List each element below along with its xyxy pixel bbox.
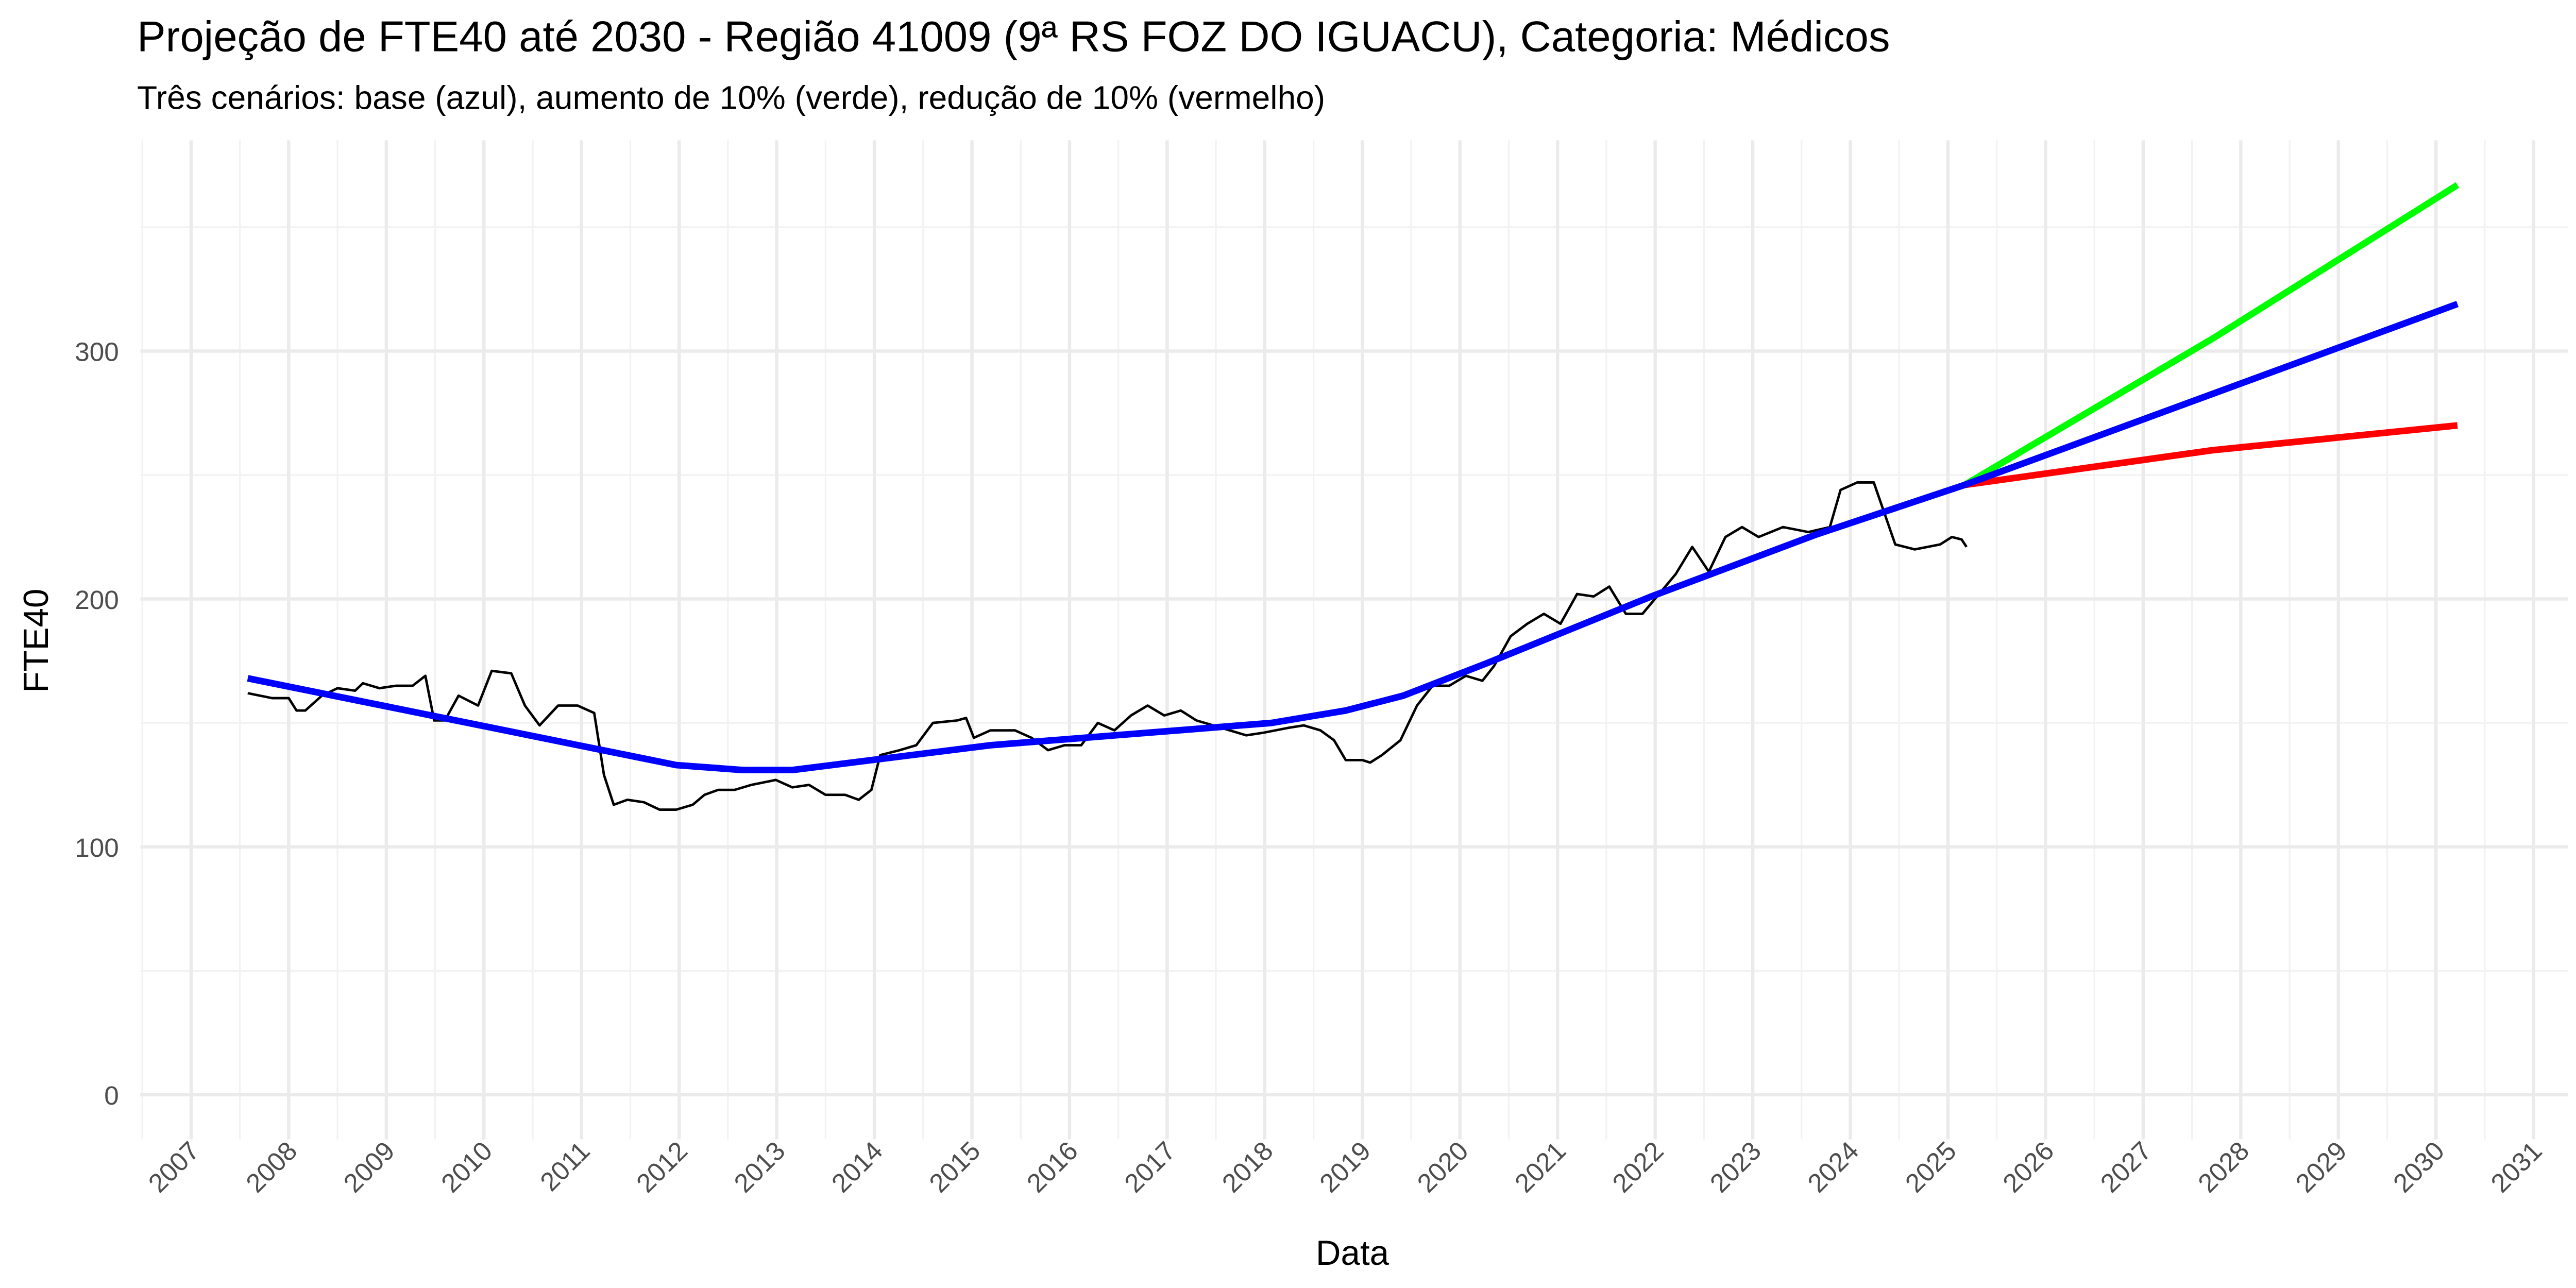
x-tick-label: 2028 <box>2192 1136 2255 1198</box>
x-tick-label: 2020 <box>1412 1136 1474 1198</box>
series-line <box>247 481 1968 811</box>
chart-subtitle: Três cenários: base (azul), aumento de 1… <box>137 79 1325 116</box>
x-tick-label: 2025 <box>1900 1136 1962 1198</box>
x-tick-label: 2027 <box>2095 1136 2157 1198</box>
x-tick-label: 2010 <box>435 1136 498 1198</box>
x-tick-label: 2019 <box>1314 1136 1376 1198</box>
x-tick-label: 2009 <box>338 1136 400 1198</box>
x-axis-title: Data <box>1316 1234 1389 1273</box>
y-tick-label: 100 <box>75 833 119 862</box>
y-axis-title: FTE40 <box>17 589 56 693</box>
series-line <box>1962 182 2460 488</box>
x-tick-label: 2008 <box>240 1136 302 1198</box>
series-line <box>247 300 2459 774</box>
x-tick-label: 2015 <box>924 1136 986 1198</box>
x-tick-label: 2023 <box>1704 1136 1767 1198</box>
x-tick-label: 2029 <box>2290 1136 2352 1198</box>
y-tick-label: 0 <box>104 1081 119 1110</box>
x-tick-label: 2026 <box>1997 1136 2059 1198</box>
x-tick-label: 2013 <box>728 1136 791 1198</box>
x-tick-label: 2007 <box>143 1136 205 1198</box>
chart-title: Projeção de FTE40 até 2030 - Região 4100… <box>137 12 1890 60</box>
x-tick-label: 2014 <box>826 1136 888 1198</box>
x-tick-label: 2016 <box>1021 1136 1083 1198</box>
series-line <box>1964 422 2458 488</box>
x-tick-label: 2031 <box>2485 1136 2548 1198</box>
x-tick-label: 2018 <box>1216 1136 1279 1198</box>
x-tick-label: 2012 <box>631 1136 693 1198</box>
y-tick-label: 200 <box>75 585 119 615</box>
x-tick-label: 2022 <box>1607 1136 1669 1198</box>
x-tick-label: 2024 <box>1802 1136 1865 1198</box>
x-tick-label: 2011 <box>534 1136 595 1197</box>
x-tick-label: 2030 <box>2387 1136 2450 1198</box>
y-tick-label: 300 <box>75 337 119 367</box>
x-tick-label: 2021 <box>1509 1136 1571 1198</box>
x-tick-label: 2017 <box>1118 1136 1181 1198</box>
